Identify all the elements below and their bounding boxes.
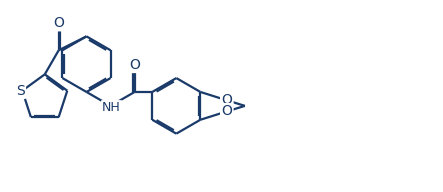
Text: O: O [53,16,64,30]
Text: O: O [222,104,232,118]
Text: NH: NH [102,101,121,114]
Text: O: O [222,93,232,107]
Text: S: S [16,84,25,98]
Text: O: O [129,58,140,72]
